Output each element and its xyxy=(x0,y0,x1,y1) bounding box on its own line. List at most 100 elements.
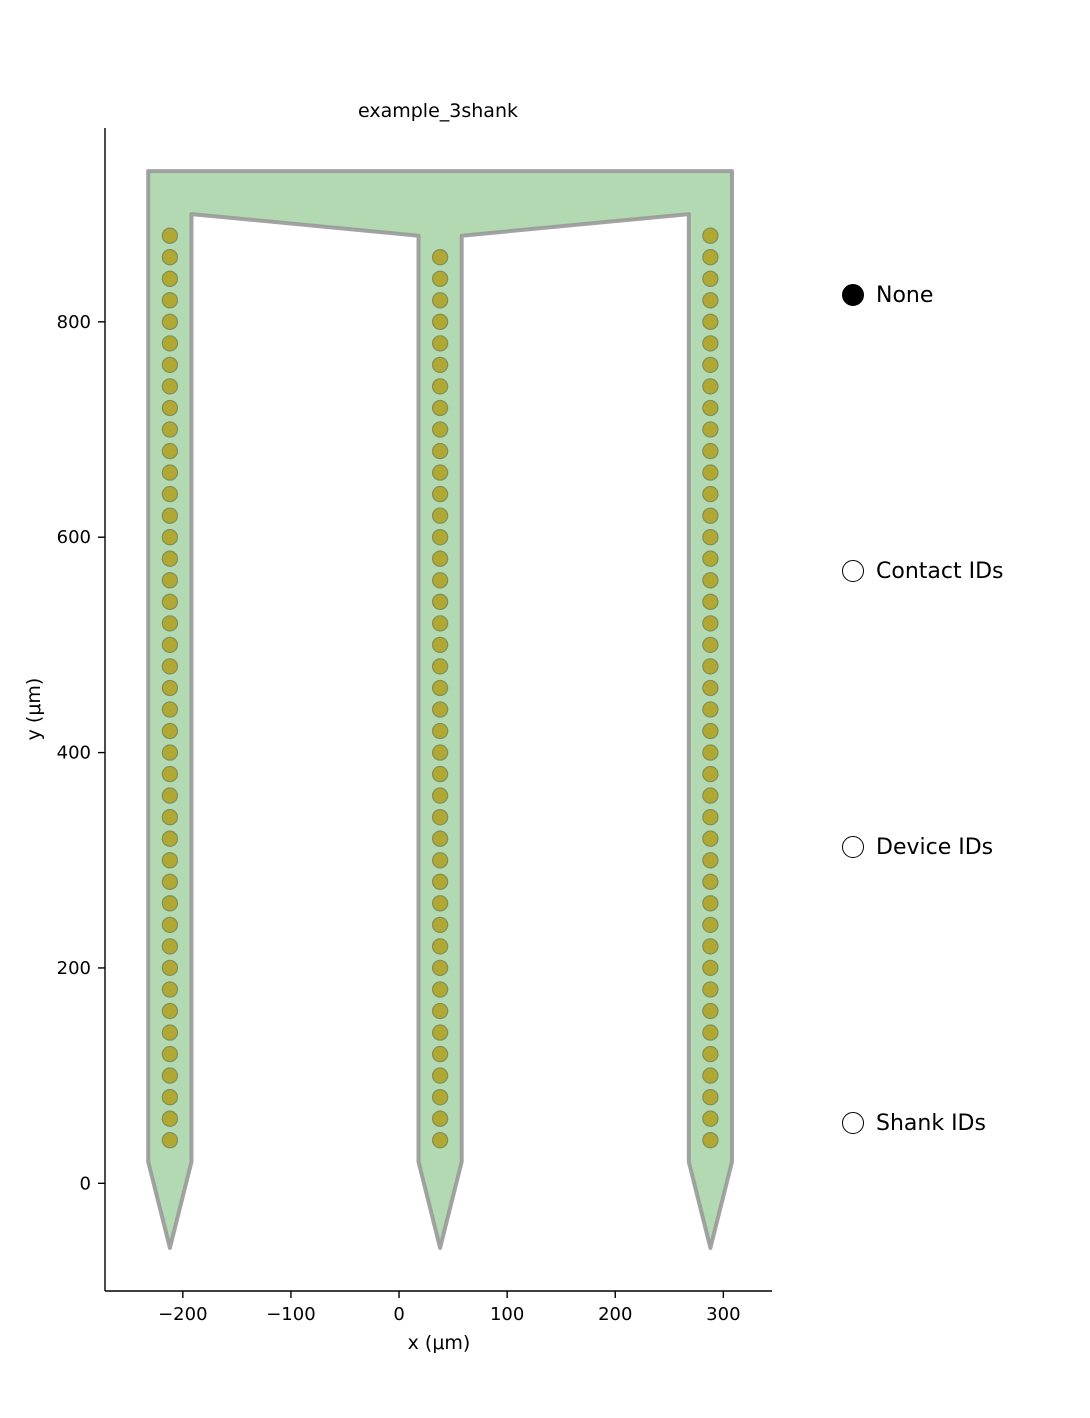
contact-marker xyxy=(702,679,719,697)
contact-marker xyxy=(431,1132,449,1149)
radio-label: Shank IDs xyxy=(876,1110,986,1136)
contact-marker xyxy=(431,442,449,460)
contact-marker xyxy=(431,981,449,998)
contact-marker xyxy=(431,1002,449,1020)
contact-marker xyxy=(431,572,449,589)
contact-marker xyxy=(431,873,449,890)
contacts-layer xyxy=(161,227,719,1149)
contact-marker xyxy=(431,1110,449,1127)
contact-marker xyxy=(431,765,449,783)
contact-marker xyxy=(161,442,179,460)
contact-marker xyxy=(161,1110,179,1127)
contact-marker xyxy=(702,550,719,567)
contact-marker xyxy=(702,507,719,524)
contact-marker xyxy=(431,852,449,869)
contact-marker xyxy=(702,959,719,977)
contact-marker xyxy=(702,1002,719,1020)
contact-marker xyxy=(702,809,719,826)
contact-marker xyxy=(702,873,719,890)
contact-marker xyxy=(431,464,449,481)
contact-marker xyxy=(702,895,719,912)
contact-marker xyxy=(161,959,179,977)
contact-marker xyxy=(161,744,179,761)
contact-marker xyxy=(702,830,719,847)
radio-option-shank-ids[interactable]: Shank IDs xyxy=(842,1109,986,1137)
contact-marker xyxy=(702,658,719,675)
contact-marker xyxy=(431,895,449,912)
contact-marker xyxy=(161,335,179,352)
contact-marker xyxy=(702,981,719,998)
contact-marker xyxy=(161,1024,179,1041)
contact-marker xyxy=(702,615,719,632)
contact-marker xyxy=(431,636,449,654)
contact-marker xyxy=(161,270,179,287)
radio-option-none[interactable]: None xyxy=(842,281,933,309)
x-tick-label: −100 xyxy=(266,1304,315,1325)
chart-title: example_3shank xyxy=(358,100,518,122)
contact-marker xyxy=(431,959,449,977)
contact-marker xyxy=(161,421,179,438)
contact-marker xyxy=(161,1132,179,1149)
radio-indicator[interactable] xyxy=(842,836,864,858)
contact-marker xyxy=(161,378,179,395)
contact-marker xyxy=(431,679,449,697)
contact-marker xyxy=(702,270,719,287)
contact-marker xyxy=(702,1132,719,1149)
contact-marker xyxy=(431,722,449,740)
contact-marker xyxy=(702,916,719,934)
contact-marker xyxy=(161,550,179,567)
contact-marker xyxy=(702,1089,719,1106)
contact-marker xyxy=(161,830,179,847)
contact-marker xyxy=(161,873,179,890)
contact-marker xyxy=(161,356,179,374)
contact-marker xyxy=(161,1045,179,1063)
radio-label: Contact IDs xyxy=(876,558,1004,584)
contact-marker xyxy=(702,787,719,804)
y-tick-label: 0 xyxy=(80,1173,91,1194)
contact-marker xyxy=(431,787,449,804)
radio-option-contact-ids[interactable]: Contact IDs xyxy=(842,557,1003,585)
contact-marker xyxy=(431,335,449,352)
contact-marker xyxy=(702,1067,719,1084)
contact-marker xyxy=(702,1110,719,1127)
contact-marker xyxy=(702,464,719,481)
contact-marker xyxy=(161,722,179,740)
contact-marker xyxy=(161,593,179,610)
radio-indicator[interactable] xyxy=(842,1112,864,1134)
x-tick-label: 200 xyxy=(598,1304,632,1325)
y-tick-label: 800 xyxy=(57,312,91,333)
contact-marker xyxy=(161,1002,179,1020)
contact-marker xyxy=(161,765,179,783)
contact-marker xyxy=(431,249,449,266)
contact-marker xyxy=(161,485,179,503)
contact-marker xyxy=(431,421,449,438)
contact-marker xyxy=(431,378,449,395)
contact-marker xyxy=(702,485,719,503)
radio-label: Device IDs xyxy=(876,834,994,860)
contact-marker xyxy=(161,313,179,330)
contact-marker xyxy=(431,1067,449,1084)
contact-marker xyxy=(161,981,179,998)
contact-marker xyxy=(161,1089,179,1106)
contact-marker xyxy=(431,1045,449,1063)
contact-marker xyxy=(161,636,179,654)
x-tick-label: 0 xyxy=(393,1304,404,1325)
contact-marker xyxy=(702,313,719,330)
contact-marker xyxy=(702,722,719,740)
radio-option-device-ids[interactable]: Device IDs xyxy=(842,833,993,861)
contact-marker xyxy=(161,852,179,869)
radio-label: None xyxy=(876,282,934,308)
y-axis-label: y (μm) xyxy=(23,678,45,741)
radio-indicator[interactable] xyxy=(842,560,864,582)
contact-marker xyxy=(431,744,449,761)
contact-marker xyxy=(161,1067,179,1084)
contact-marker xyxy=(702,442,719,460)
contact-marker xyxy=(702,378,719,395)
contact-marker xyxy=(702,249,719,266)
x-tick-label: −200 xyxy=(158,1304,207,1325)
contact-marker xyxy=(161,916,179,934)
contact-marker xyxy=(161,679,179,697)
contact-marker xyxy=(431,507,449,524)
radio-indicator[interactable] xyxy=(842,284,864,306)
